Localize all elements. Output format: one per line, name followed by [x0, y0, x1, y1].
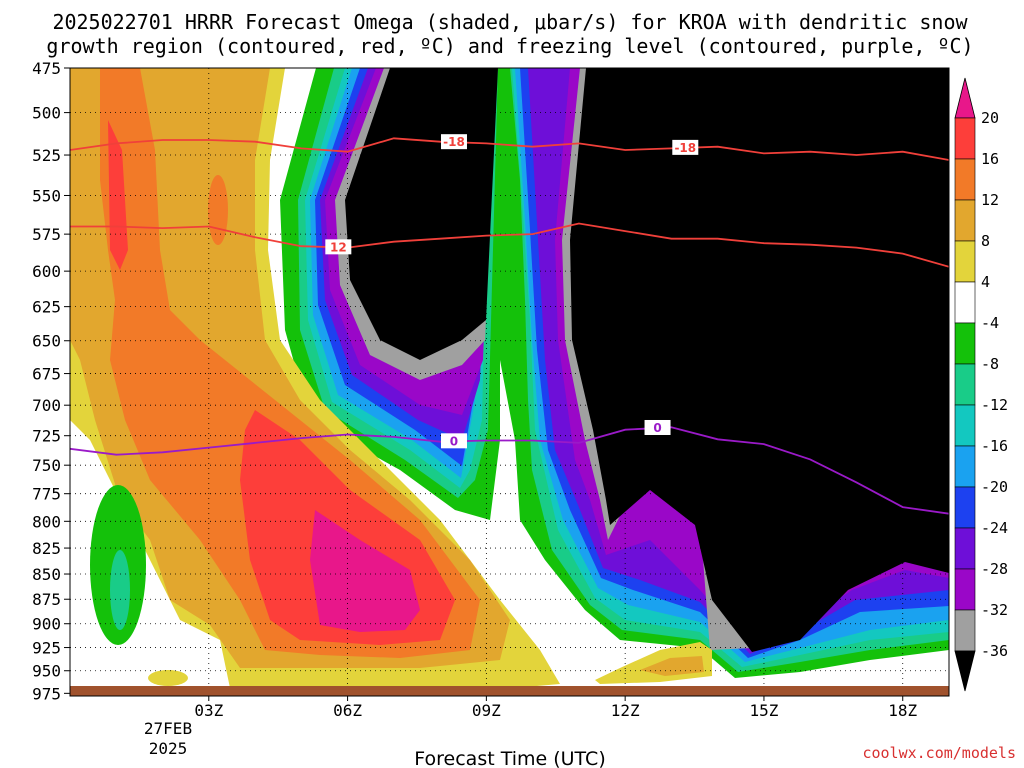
colorbar-swatch	[954, 445, 976, 488]
y-tick-label: 525	[32, 146, 61, 165]
colorbar-swatch	[954, 281, 976, 324]
chart-title-line-1: 2025022701 HRRR Forecast Omega (shaded, …	[52, 10, 968, 34]
omega-cell-lowlevel-orange	[640, 656, 704, 676]
omega-cell-west-teal	[110, 550, 130, 630]
contour-label-bg	[644, 419, 671, 435]
colorbar-swatch	[954, 568, 976, 611]
colorbar-label: -12	[981, 396, 1008, 414]
x-axis-title: Forecast Time (UTC)	[414, 748, 605, 768]
contour-label-bg	[325, 239, 352, 255]
contour-label-bg	[440, 134, 467, 150]
omega-cell-low-yellow	[148, 670, 188, 686]
date-label-year: 2025	[149, 739, 188, 758]
omega-band-plus-16	[108, 120, 455, 645]
colorbar-label: -4	[981, 314, 999, 332]
y-tick-label: 975	[32, 684, 61, 703]
ground-band	[70, 686, 949, 696]
y-tick-label: 625	[32, 298, 61, 317]
y-tick-label: 725	[32, 427, 61, 446]
contour-label: -18	[674, 141, 696, 155]
contour-line	[70, 426, 949, 515]
plot-frame	[69, 67, 950, 697]
colorbar-swatch	[954, 404, 976, 447]
x-tick-label: 15Z	[749, 701, 778, 720]
x-tick-label: 03Z	[194, 701, 223, 720]
contour-line	[70, 137, 949, 161]
colorbar-swatch	[954, 240, 976, 283]
y-axis: 475 500 525 550 575 600 625 650 675 700 725 750 775 8…	[32, 59, 70, 703]
colorbar-swatch	[954, 486, 976, 529]
y-tick-label: 875	[32, 590, 61, 609]
x-tick-label: 12Z	[611, 701, 640, 720]
x-tick-label: 06Z	[333, 701, 362, 720]
chart-title-line-2: growth region (contoured, red, ºC) and f…	[46, 34, 973, 58]
colorbar-swatch	[954, 322, 976, 365]
colorbar-swatch	[954, 363, 976, 406]
colorbar-swatch	[954, 609, 976, 652]
y-tick-label: 850	[32, 565, 61, 584]
contours: -18 -18 12 0 0	[70, 134, 949, 515]
y-tick-label: 550	[32, 186, 61, 205]
y-tick-label: 600	[32, 262, 61, 281]
colorbar-label: -24	[981, 519, 1008, 537]
contour-label: 12	[330, 240, 347, 254]
y-tick-label: 500	[32, 104, 61, 123]
y-tick-label: 675	[32, 365, 61, 384]
y-tick-label: 750	[32, 456, 61, 475]
x-tick-label: 09Z	[472, 701, 501, 720]
y-tick-label: 900	[32, 615, 61, 634]
contour-label: 0	[653, 421, 661, 435]
y-tick-label: 700	[32, 396, 61, 415]
colorbar-label: 8	[981, 232, 990, 250]
colorbar-label: -8	[981, 355, 999, 373]
colorbar-label: -36	[981, 642, 1008, 660]
colorbar-label: -20	[981, 478, 1008, 496]
omega-band-plus-12	[100, 68, 480, 658]
x-tick-label: 18Z	[888, 701, 917, 720]
colorbar-label: 12	[981, 191, 999, 209]
y-tick-label: 575	[32, 225, 61, 244]
colorbar-swatch	[954, 199, 976, 242]
omega-band-plus-20	[310, 510, 420, 632]
y-tick-label: 950	[32, 662, 61, 681]
colorbar-label: 4	[981, 273, 990, 291]
contour-label-bg	[440, 433, 467, 449]
y-tick-label: 800	[32, 512, 61, 531]
colorbar-arrow-bottom	[954, 650, 976, 692]
colorbar-label: 16	[981, 150, 999, 168]
y-tick-label: 925	[32, 639, 61, 658]
colorbar-swatch	[954, 527, 976, 570]
colorbar-label: -28	[981, 560, 1008, 578]
colorbar: 20 16 12 8 4 -4 -8 -12 -16 -20 -24 -28 -32 -36	[954, 77, 1008, 692]
omega-band-minus-36	[345, 68, 949, 652]
y-tick-label: 825	[32, 539, 61, 558]
y-tick-label: 775	[32, 485, 61, 504]
colorbar-swatch	[954, 158, 976, 201]
contour-label: 0	[450, 434, 458, 448]
x-axis: 03Z 06Z 09Z 12Z 15Z 18Z	[194, 696, 918, 720]
colorbar-label: -32	[981, 601, 1008, 619]
credit-text: coolwx.com/models	[862, 744, 1016, 762]
plot-area: -18 -18 12 0 0	[70, 68, 949, 696]
contour-label: -18	[443, 135, 465, 149]
date-label-day: 27FEB	[144, 719, 192, 738]
colorbar-swatch	[954, 117, 976, 160]
y-tick-label: 475	[32, 59, 61, 78]
contour-line	[70, 222, 949, 268]
colorbar-label: -16	[981, 437, 1008, 455]
colorbar-arrow-top	[954, 77, 976, 119]
colorbar-label: 20	[981, 109, 999, 127]
y-tick-label: 650	[32, 332, 61, 351]
contour-label-bg	[672, 139, 699, 155]
